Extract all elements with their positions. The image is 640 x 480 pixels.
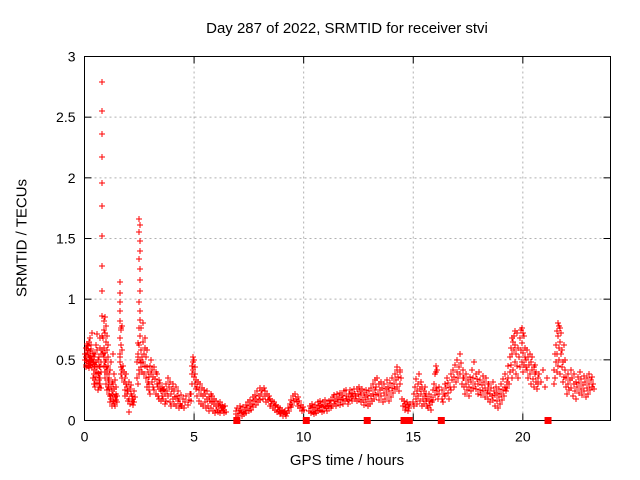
y-tick-label: 2 [68,170,76,186]
zero-value-square-marker [405,417,413,424]
x-tick-label: 0 [81,429,89,445]
chart-title: Day 287 of 2022, SRMTID for receiver stv… [206,20,488,37]
y-tick-label: 0.5 [56,352,76,368]
y-tick-label: 2.5 [56,109,76,125]
y-tick-label: 0 [68,413,76,429]
x-axis-label: GPS time / hours [289,452,405,469]
y-tick-label: 1.5 [56,231,76,247]
x-tick-label: 10 [296,429,312,445]
y-tick-label: 1 [68,291,76,307]
zero-value-square-marker [233,417,241,424]
zero-value-square-marker [437,417,445,424]
plot-frame [84,56,611,421]
x-tick-label: 15 [405,429,421,445]
x-tick-label: 20 [515,429,531,445]
y-axis-label: SRMTID / TECUs [13,178,31,298]
y-tick-label: 3 [68,49,76,65]
zero-value-square-marker [302,417,310,424]
zero-value-square-marker [363,417,371,424]
zero-value-square-marker [400,417,408,424]
zero-value-square-marker [544,417,552,424]
x-tick-label: 5 [190,429,198,445]
data-points-plus-markers [82,79,597,419]
